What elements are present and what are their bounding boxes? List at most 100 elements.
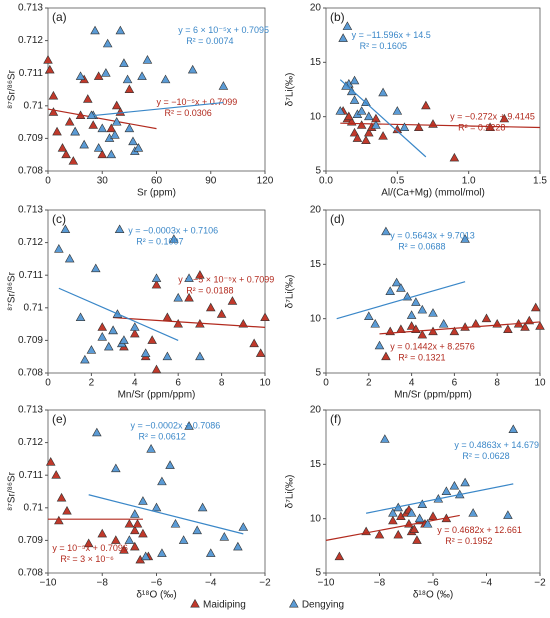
x-tick-label: 90 <box>205 176 217 187</box>
point <box>48 90 59 100</box>
point <box>356 120 367 129</box>
point <box>414 513 425 523</box>
point <box>184 421 194 430</box>
point <box>75 71 86 80</box>
point <box>130 541 140 551</box>
point <box>417 499 428 508</box>
x-tick-label: −4 <box>205 578 217 589</box>
legend-marker <box>289 598 299 608</box>
r-squared: R² = 0.0188 <box>186 285 233 295</box>
r-squared: R² = 0.0612 <box>138 432 185 442</box>
point <box>197 502 208 512</box>
point <box>428 119 438 128</box>
point <box>195 270 205 279</box>
point <box>356 106 367 115</box>
point <box>86 345 97 354</box>
point <box>157 548 167 557</box>
point <box>361 135 371 145</box>
y-tick-label: 15 <box>310 259 322 270</box>
point <box>43 55 53 64</box>
point <box>227 296 238 305</box>
point <box>216 309 227 318</box>
point <box>140 551 151 561</box>
point <box>130 525 140 535</box>
point <box>111 535 121 544</box>
equation: y = 0.1442x + 8.2576 <box>390 341 475 351</box>
point <box>147 335 157 344</box>
point <box>57 143 68 152</box>
point <box>52 126 62 136</box>
point <box>428 308 438 317</box>
point <box>60 224 71 234</box>
point <box>93 143 104 152</box>
point <box>428 326 438 336</box>
point <box>93 71 104 80</box>
point <box>132 518 143 528</box>
point <box>124 123 135 133</box>
point <box>160 74 171 84</box>
trend-line <box>58 287 179 341</box>
point <box>406 508 417 517</box>
trend-line <box>93 101 224 117</box>
panel-label: (d) <box>330 212 345 226</box>
y-tick-label: 20 <box>310 3 322 14</box>
y-axis-label: ⁸⁷Sr/⁸⁶Sr <box>7 69 18 109</box>
point <box>61 149 71 159</box>
point <box>344 111 354 121</box>
point <box>130 322 140 331</box>
point <box>115 25 126 35</box>
y-axis-label: ⁸⁷Sr/⁸⁶Sr <box>7 271 18 311</box>
panel: 5 10 15 20 0.0 0.5 1.0 1.5 Al/(Ca+Mg) (mmol/mol)… <box>285 3 548 199</box>
y-tick-label: 0.712 <box>18 437 43 448</box>
x-tick-label: −2 <box>259 578 271 589</box>
point <box>119 58 129 67</box>
legend-label: Maidiping <box>203 600 246 611</box>
point <box>128 136 138 146</box>
x-tick-label: 30 <box>97 176 109 187</box>
point <box>54 515 64 525</box>
point <box>56 492 67 502</box>
equation: y = −10⁻⁵x + 0.7099 <box>157 97 238 107</box>
panel-label: (a) <box>52 10 67 24</box>
point <box>492 318 502 328</box>
point <box>157 476 167 486</box>
y-tick-label: 0.708 <box>18 368 43 379</box>
point <box>97 149 108 159</box>
point <box>184 292 194 302</box>
trend-line <box>113 316 266 328</box>
panel-label: (c) <box>52 212 66 226</box>
r-squared: R² = 0.1952 <box>445 536 492 546</box>
point <box>133 143 144 152</box>
point <box>460 234 470 243</box>
point <box>130 509 140 518</box>
point <box>90 25 100 35</box>
point <box>406 310 417 319</box>
x-tick-label: −4 <box>481 578 493 589</box>
trend-line <box>325 514 460 541</box>
point <box>335 106 346 115</box>
point <box>374 529 385 539</box>
point <box>124 84 135 93</box>
point <box>392 106 403 115</box>
x-tick-label: 0.5 <box>390 176 404 187</box>
equation: y = 0.4863x + 14.679 <box>454 440 539 450</box>
point <box>249 338 259 348</box>
point <box>138 528 148 538</box>
x-tick-label: 10 <box>259 378 271 389</box>
trend-line <box>47 108 157 130</box>
point <box>108 325 118 335</box>
point <box>195 351 205 361</box>
x-tick-label: 8 <box>219 378 225 389</box>
point <box>441 486 452 495</box>
point <box>364 127 374 137</box>
equation: y = −0.272x + 9.4145 <box>450 112 535 122</box>
x-tick-label: 10 <box>534 378 546 389</box>
point <box>364 111 374 121</box>
x-tick-label: 120 <box>257 176 274 187</box>
point <box>352 133 363 142</box>
x-tick-label: 0.0 <box>319 176 333 187</box>
point <box>165 460 175 469</box>
point <box>45 457 56 466</box>
y-tick-label: 0.712 <box>18 237 43 248</box>
point <box>192 525 202 535</box>
